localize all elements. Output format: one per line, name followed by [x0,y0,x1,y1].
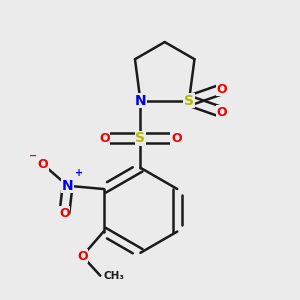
Text: O: O [59,207,70,220]
Text: N: N [62,179,74,193]
Text: O: O [99,132,110,145]
Text: +: + [75,168,83,178]
Text: −: − [29,151,37,161]
Text: O: O [171,132,182,145]
Text: O: O [216,106,227,118]
Text: S: S [184,94,194,108]
Text: N: N [135,94,146,108]
Text: O: O [38,158,48,171]
Text: CH₃: CH₃ [103,271,124,281]
Text: O: O [77,250,88,262]
Text: S: S [135,131,146,145]
Text: O: O [216,83,227,96]
